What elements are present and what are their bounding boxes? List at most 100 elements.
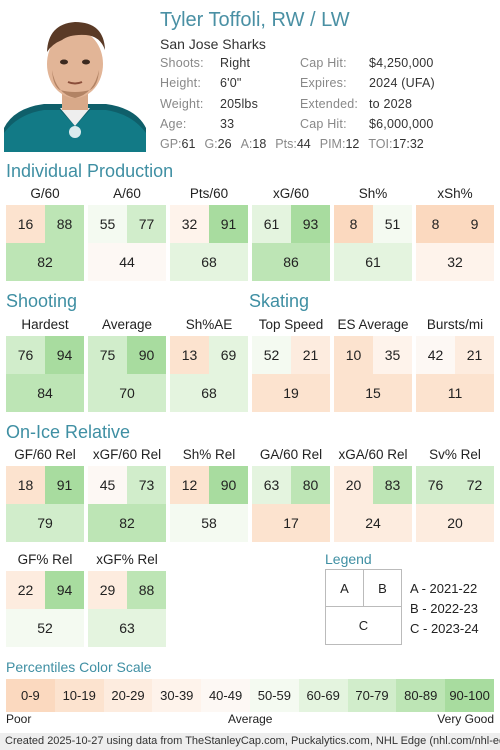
footer-credits: Created 2025-10-27 using data from TheSt… [0, 733, 500, 750]
legend-cell-b: B [364, 570, 401, 607]
metric-label-sv-rel: Sv% Rel [429, 447, 481, 462]
scale-bin: 40-49 [201, 679, 250, 712]
metric-value-b: 9 [455, 205, 494, 243]
metric-value-c: 86 [252, 243, 330, 281]
metric-value-c: 84 [6, 374, 84, 412]
scale-bin: 70-79 [347, 679, 397, 712]
metric-card-sv-rel: 76 72 20 [416, 466, 494, 542]
metric-label-average: Average [101, 317, 153, 332]
metric-value-b: 90 [127, 336, 166, 374]
metric-value-c: 82 [88, 504, 166, 542]
metric-value-a: 45 [88, 466, 127, 504]
metric-value-b: 90 [209, 466, 248, 504]
section-on-ice-relative: On-Ice Relative [6, 422, 131, 442]
metric-value-c: 19 [252, 374, 330, 412]
metric-value-c: 52 [6, 609, 84, 647]
metric-value-a: 76 [416, 466, 455, 504]
metric-card-gf-rel: 22 94 52 [6, 571, 84, 647]
scale-bin: 20-29 [103, 679, 153, 712]
info-right-value: $4,250,000 [369, 56, 434, 70]
metric-label-xgf-60-rel: xGF/60 Rel [92, 447, 162, 462]
metric-value-b: 21 [455, 336, 494, 374]
metric-value-c: 44 [88, 243, 166, 281]
metric-value-c: 63 [88, 609, 166, 647]
statline-item: PIM:12 [319, 137, 360, 151]
info-left-value: 205lbs [220, 97, 259, 111]
metric-card-g-60: 16 88 82 [6, 205, 84, 281]
info-left-value: 6'0" [220, 76, 242, 90]
statline-item: GP:61 [160, 137, 196, 151]
metric-value-a: 18 [6, 466, 45, 504]
metric-card-sh-rel: 12 90 58 [170, 466, 248, 542]
metric-label-sh-rel: Sh% Rel [182, 447, 236, 462]
player-name: Tyler Toffoli, RW / LW [160, 9, 350, 31]
metric-value-c: 32 [416, 243, 494, 281]
metric-value-b: 94 [45, 336, 84, 374]
info-right-value: to 2028 [369, 97, 413, 111]
legend-cell-a: A [326, 570, 364, 607]
statline-item: Pts:44 [275, 137, 311, 151]
metric-label-a-60: A/60 [113, 186, 141, 201]
metric-value-a: 42 [416, 336, 455, 374]
metric-card-xgf-60-rel: 45 73 82 [88, 466, 166, 542]
metric-label-top-speed: Top Speed [258, 317, 324, 332]
scale-label-poor: Poor [6, 712, 32, 726]
info-right-label: Cap Hit: [300, 117, 347, 131]
metric-card-average: 75 90 70 [88, 336, 166, 412]
metric-label-xg-60: xG/60 [272, 186, 310, 201]
metric-value-b: 77 [127, 205, 166, 243]
scale-bin: 10-19 [54, 679, 104, 712]
info-right-value: 2024 (UFA) [369, 76, 435, 90]
metric-value-b: 88 [45, 205, 84, 243]
metric-value-b: 91 [45, 466, 84, 504]
scale-bin: 90-100 [445, 679, 494, 712]
scale-bin: 30-39 [152, 679, 202, 712]
scale-label-average: Average [228, 712, 273, 726]
metric-value-a: 63 [252, 466, 291, 504]
player-photo [4, 8, 146, 152]
metric-card-xgf-rel: 29 88 63 [88, 571, 166, 647]
legend-cell-c: C [358, 618, 369, 633]
metric-value-c: 17 [252, 504, 330, 542]
info-right-label: Cap Hit: [300, 56, 347, 70]
metric-card-bursts-mi: 42 21 11 [416, 336, 494, 412]
metric-value-b: 83 [373, 466, 412, 504]
metric-label-g-60: G/60 [30, 186, 60, 201]
info-right-label: Expires: [300, 76, 347, 90]
metric-label-xsh: xSh% [437, 186, 473, 201]
metric-value-c: 20 [416, 504, 494, 542]
metric-value-b: 80 [291, 466, 330, 504]
statline-item: TOI:17:32 [368, 137, 424, 151]
metric-value-a: 52 [252, 336, 291, 374]
info-left-label: Weight: [160, 97, 204, 111]
scale-bin: 50-59 [249, 679, 299, 712]
metric-value-a: 20 [334, 466, 373, 504]
metric-value-a: 12 [170, 466, 209, 504]
metric-value-a: 16 [6, 205, 45, 243]
info-left-label: Age: [160, 117, 187, 131]
metric-card-gf-60-rel: 18 91 79 [6, 466, 84, 542]
metric-card-sh-ae: 13 69 68 [170, 336, 248, 412]
metric-value-b: 51 [373, 205, 412, 243]
metric-value-a: 8 [416, 205, 455, 243]
metric-value-a: 76 [6, 336, 45, 374]
metric-value-a: 8 [334, 205, 373, 243]
metric-value-b: 69 [209, 336, 248, 374]
metric-value-a: 32 [170, 205, 209, 243]
metric-value-b: 73 [127, 466, 166, 504]
metric-card-xga-60-rel: 20 83 24 [334, 466, 412, 542]
section-shooting: Shooting [6, 291, 78, 311]
metric-value-a: 75 [88, 336, 127, 374]
team-name: San Jose Sharks [160, 36, 266, 52]
metric-value-b: 72 [455, 466, 494, 504]
legend-row-c: C - 2023-24 [410, 621, 479, 636]
scale-label-very-good: Very Good [437, 712, 494, 726]
metric-value-b: 88 [127, 571, 166, 609]
legend-box: A B C [325, 569, 402, 645]
metric-label-hardest: Hardest [21, 317, 69, 332]
metric-value-b: 93 [291, 205, 330, 243]
metric-label-sh: Sh% [358, 186, 388, 201]
metric-value-a: 55 [88, 205, 127, 243]
metric-card-xsh: 8 9 32 [416, 205, 494, 281]
metric-card-xg-60: 61 93 86 [252, 205, 330, 281]
